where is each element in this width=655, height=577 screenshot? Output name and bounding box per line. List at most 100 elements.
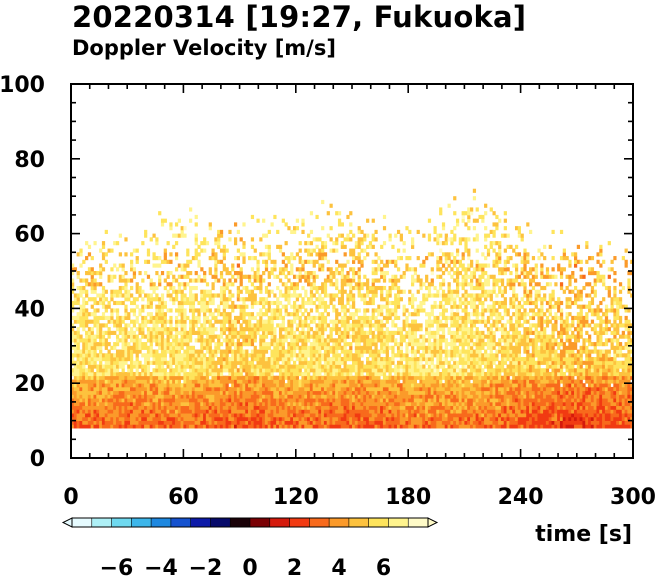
heatmap-cell	[174, 319, 179, 324]
heatmap-cell	[200, 300, 204, 306]
heatmap-cell	[363, 330, 367, 335]
heatmap-cell	[329, 386, 333, 392]
heatmap-cell	[312, 357, 316, 362]
heatmap-cell	[231, 334, 235, 339]
heatmap-cell	[352, 315, 356, 321]
heatmap-cell	[172, 371, 176, 377]
heatmap-cell	[256, 398, 260, 403]
heatmap-cell	[107, 357, 111, 362]
heatmap-cell	[402, 368, 406, 373]
heatmap-cell	[441, 293, 446, 298]
heatmap-cell	[76, 394, 80, 399]
heatmap-cell	[71, 263, 75, 268]
heatmap-cell	[191, 371, 196, 377]
heatmap-cell	[340, 282, 344, 287]
heatmap-cell	[425, 312, 429, 317]
heatmap-cell	[385, 293, 389, 298]
heatmap-cell	[200, 401, 204, 407]
heatmap-cell	[340, 263, 344, 268]
heatmap-cell	[217, 405, 221, 410]
heatmap-cell	[354, 394, 359, 399]
heatmap-cell	[149, 293, 153, 298]
heatmap-cell	[419, 327, 423, 332]
heatmap-cell	[444, 342, 448, 347]
heatmap-cell	[194, 420, 198, 425]
heatmap-cell	[273, 334, 277, 339]
heatmap-cell	[304, 278, 308, 283]
heatmap-cell	[323, 323, 328, 328]
heatmap-cell	[388, 293, 392, 298]
heatmap-cell	[236, 416, 240, 421]
heatmap-cell	[242, 386, 246, 392]
heatmap-cell	[368, 379, 373, 384]
heatmap-cell	[118, 424, 122, 429]
heatmap-cell	[329, 371, 333, 377]
heatmap-cell	[228, 297, 232, 302]
heatmap-cell	[152, 282, 156, 287]
heatmap-cell	[439, 267, 443, 272]
heatmap-cell	[321, 390, 325, 395]
heatmap-cell	[284, 424, 288, 429]
heatmap-cell	[298, 315, 302, 321]
heatmap-cell	[177, 289, 181, 294]
heatmap-cell	[304, 364, 308, 369]
heatmap-cell	[76, 285, 80, 291]
heatmap-cell	[242, 304, 246, 309]
heatmap-cell	[155, 405, 159, 410]
heatmap-cell	[219, 353, 224, 358]
heatmap-cell	[337, 297, 342, 302]
heatmap-cell	[239, 401, 243, 407]
heatmap-cell	[337, 289, 342, 294]
heatmap-cell	[163, 375, 167, 380]
heatmap-cell	[239, 271, 243, 276]
heatmap-cell	[169, 416, 173, 421]
heatmap-cell	[301, 342, 305, 347]
heatmap-cell	[253, 323, 257, 328]
heatmap-cell	[416, 413, 420, 418]
heatmap-cell	[321, 386, 325, 392]
heatmap-cell	[93, 297, 97, 302]
heatmap-cell	[141, 289, 145, 294]
heatmap-cell	[73, 424, 78, 429]
heatmap-cell	[197, 300, 201, 306]
heatmap-cell	[287, 424, 291, 429]
heatmap-cell	[360, 323, 364, 328]
heatmap-cell	[391, 368, 395, 373]
heatmap-cell	[256, 274, 260, 279]
heatmap-cell	[191, 345, 196, 350]
heatmap-cell	[394, 315, 398, 321]
heatmap-cell	[166, 274, 170, 279]
heatmap-cell	[180, 420, 184, 425]
heatmap-cell	[200, 338, 204, 343]
heatmap-cell	[132, 394, 137, 399]
heatmap-cell	[447, 405, 451, 410]
heatmap-cell	[144, 233, 148, 238]
heatmap-cell	[416, 368, 420, 373]
heatmap-cell	[186, 379, 190, 384]
heatmap-cell	[205, 345, 210, 350]
heatmap-cell	[290, 424, 294, 429]
heatmap-cell	[149, 409, 153, 414]
heatmap-cell	[71, 267, 75, 272]
heatmap-cell	[318, 327, 322, 332]
heatmap-cell	[211, 368, 215, 373]
heatmap-cell	[144, 375, 148, 380]
heatmap-cell	[394, 323, 398, 328]
heatmap-cell	[416, 345, 420, 350]
heatmap-cell	[180, 274, 184, 279]
heatmap-cell	[231, 405, 235, 410]
heatmap-cell	[396, 342, 401, 347]
heatmap-cell	[447, 416, 451, 421]
heatmap-cell	[340, 315, 344, 321]
heatmap-cell	[346, 315, 350, 321]
heatmap-cell	[236, 353, 240, 358]
heatmap-cell	[436, 233, 440, 238]
heatmap-cell	[425, 413, 429, 418]
heatmap-cell	[343, 360, 347, 365]
heatmap-cell	[132, 390, 137, 395]
heatmap-cell	[110, 368, 114, 373]
heatmap-cell	[422, 383, 426, 388]
heatmap-cell	[82, 375, 86, 380]
heatmap-cell	[121, 405, 125, 410]
heatmap-cell	[413, 368, 418, 373]
